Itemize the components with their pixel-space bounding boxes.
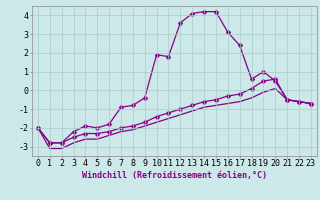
X-axis label: Windchill (Refroidissement éolien,°C): Windchill (Refroidissement éolien,°C) [82, 171, 267, 180]
